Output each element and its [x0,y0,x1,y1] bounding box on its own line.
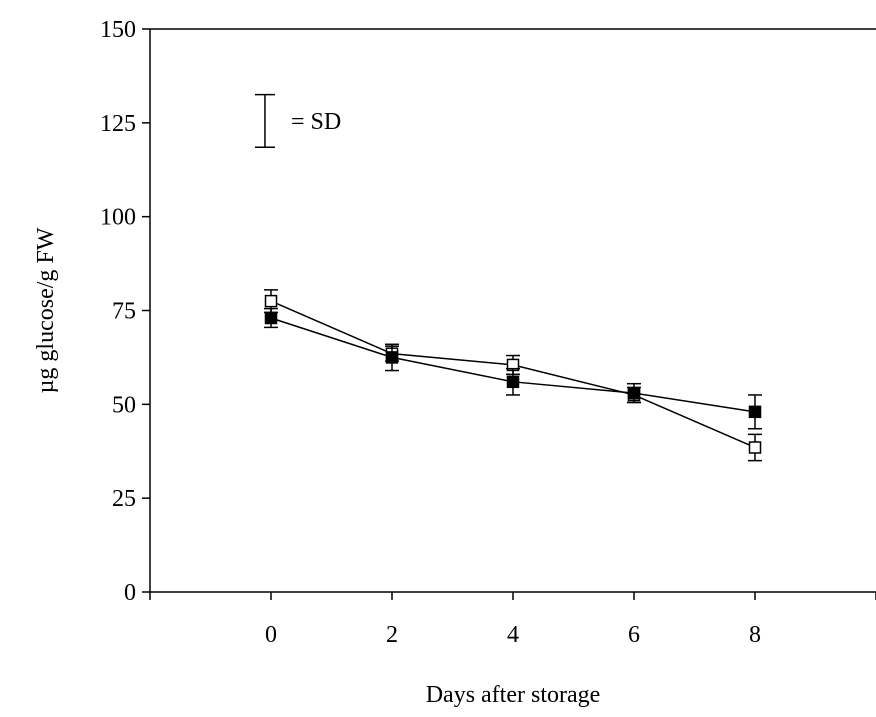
x-tick-label: 8 [749,622,761,648]
x-tick-label: 4 [507,622,519,648]
y-tick-label: 75 [112,299,136,325]
filled-square-marker [385,351,399,364]
y-tick-label: 150 [100,17,136,43]
y-axis-title: µg glucose/g FW [33,227,59,393]
filled-square-marker [264,311,278,325]
open-square-marker [748,441,762,454]
y-tick-label: 125 [100,111,136,137]
y-axis-ticks: 0 25 50 75 100 125 150 [100,17,150,606]
y-tick-label: 50 [112,392,136,418]
sd-legend-label: = SD [291,109,341,135]
x-axis-title: Days after storage [426,682,601,708]
sd-legend: = SD [254,93,341,148]
x-axis-ticks: 0 2 4 6 8 [149,592,876,648]
series-2 [264,307,762,430]
chart-axes [149,28,876,593]
x-tick-label: 2 [386,622,398,648]
series-group [264,289,762,462]
filled-square-marker [627,386,641,400]
filled-square-marker [748,405,762,419]
x-tick-label: 6 [628,622,640,648]
y-tick-label: 0 [124,580,136,606]
y-tick-label: 25 [112,486,136,512]
filled-square-marker [506,375,520,389]
y-tick-label: 100 [100,205,136,231]
x-tick-label: 0 [265,622,277,648]
open-square-marker [264,294,278,308]
